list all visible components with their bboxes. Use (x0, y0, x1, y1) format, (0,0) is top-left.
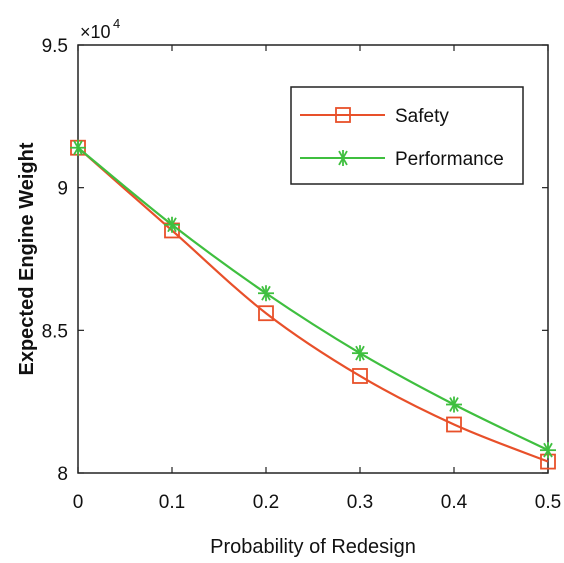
data-point-safety (446, 416, 462, 433)
x-tick-label: 0.3 (347, 492, 373, 513)
legend-marker-performance (335, 150, 351, 166)
y-tick-label: 8 (57, 464, 68, 485)
x-tick-label: 0.1 (159, 492, 185, 513)
data-point-safety (352, 368, 368, 384)
x-axis-label: Probability of Redesign (210, 536, 416, 558)
y-multiplier-exponent: 4 (113, 16, 120, 31)
data-point-safety (258, 305, 274, 322)
series-line-performance (77, 146, 549, 452)
legend: Safety Performance (290, 86, 524, 185)
x-tick-label: 0.5 (535, 492, 561, 513)
data-point-performance (446, 396, 462, 413)
series-group (70, 139, 556, 470)
legend-box (290, 86, 524, 185)
data-point-performance (352, 345, 368, 362)
x-tick-label: 0.2 (253, 492, 279, 513)
legend-marker-safety (335, 107, 351, 123)
legend-asterisk (335, 150, 351, 166)
data-point-performance (164, 216, 180, 233)
data-point-performance (258, 285, 274, 302)
x-tick-label: 0.4 (441, 492, 468, 513)
y-axis-label: Expected Engine Weight (16, 142, 38, 375)
y-multiplier-base: ×10 (80, 22, 111, 42)
x-tick-label: 0 (73, 492, 84, 513)
ticks-group: 0 0.1 0.2 0.3 0.4 0.5 8 8.5 9 9.5 (42, 36, 562, 513)
legend-label-safety: Safety (395, 106, 449, 127)
legend-label-performance: Performance (395, 149, 504, 170)
data-point-performance (540, 442, 556, 459)
y-tick-label: 9.5 (42, 36, 68, 57)
data-point-performance (70, 139, 86, 156)
y-tick-label: 8.5 (42, 321, 68, 342)
y-tick-label: 9 (57, 179, 68, 200)
